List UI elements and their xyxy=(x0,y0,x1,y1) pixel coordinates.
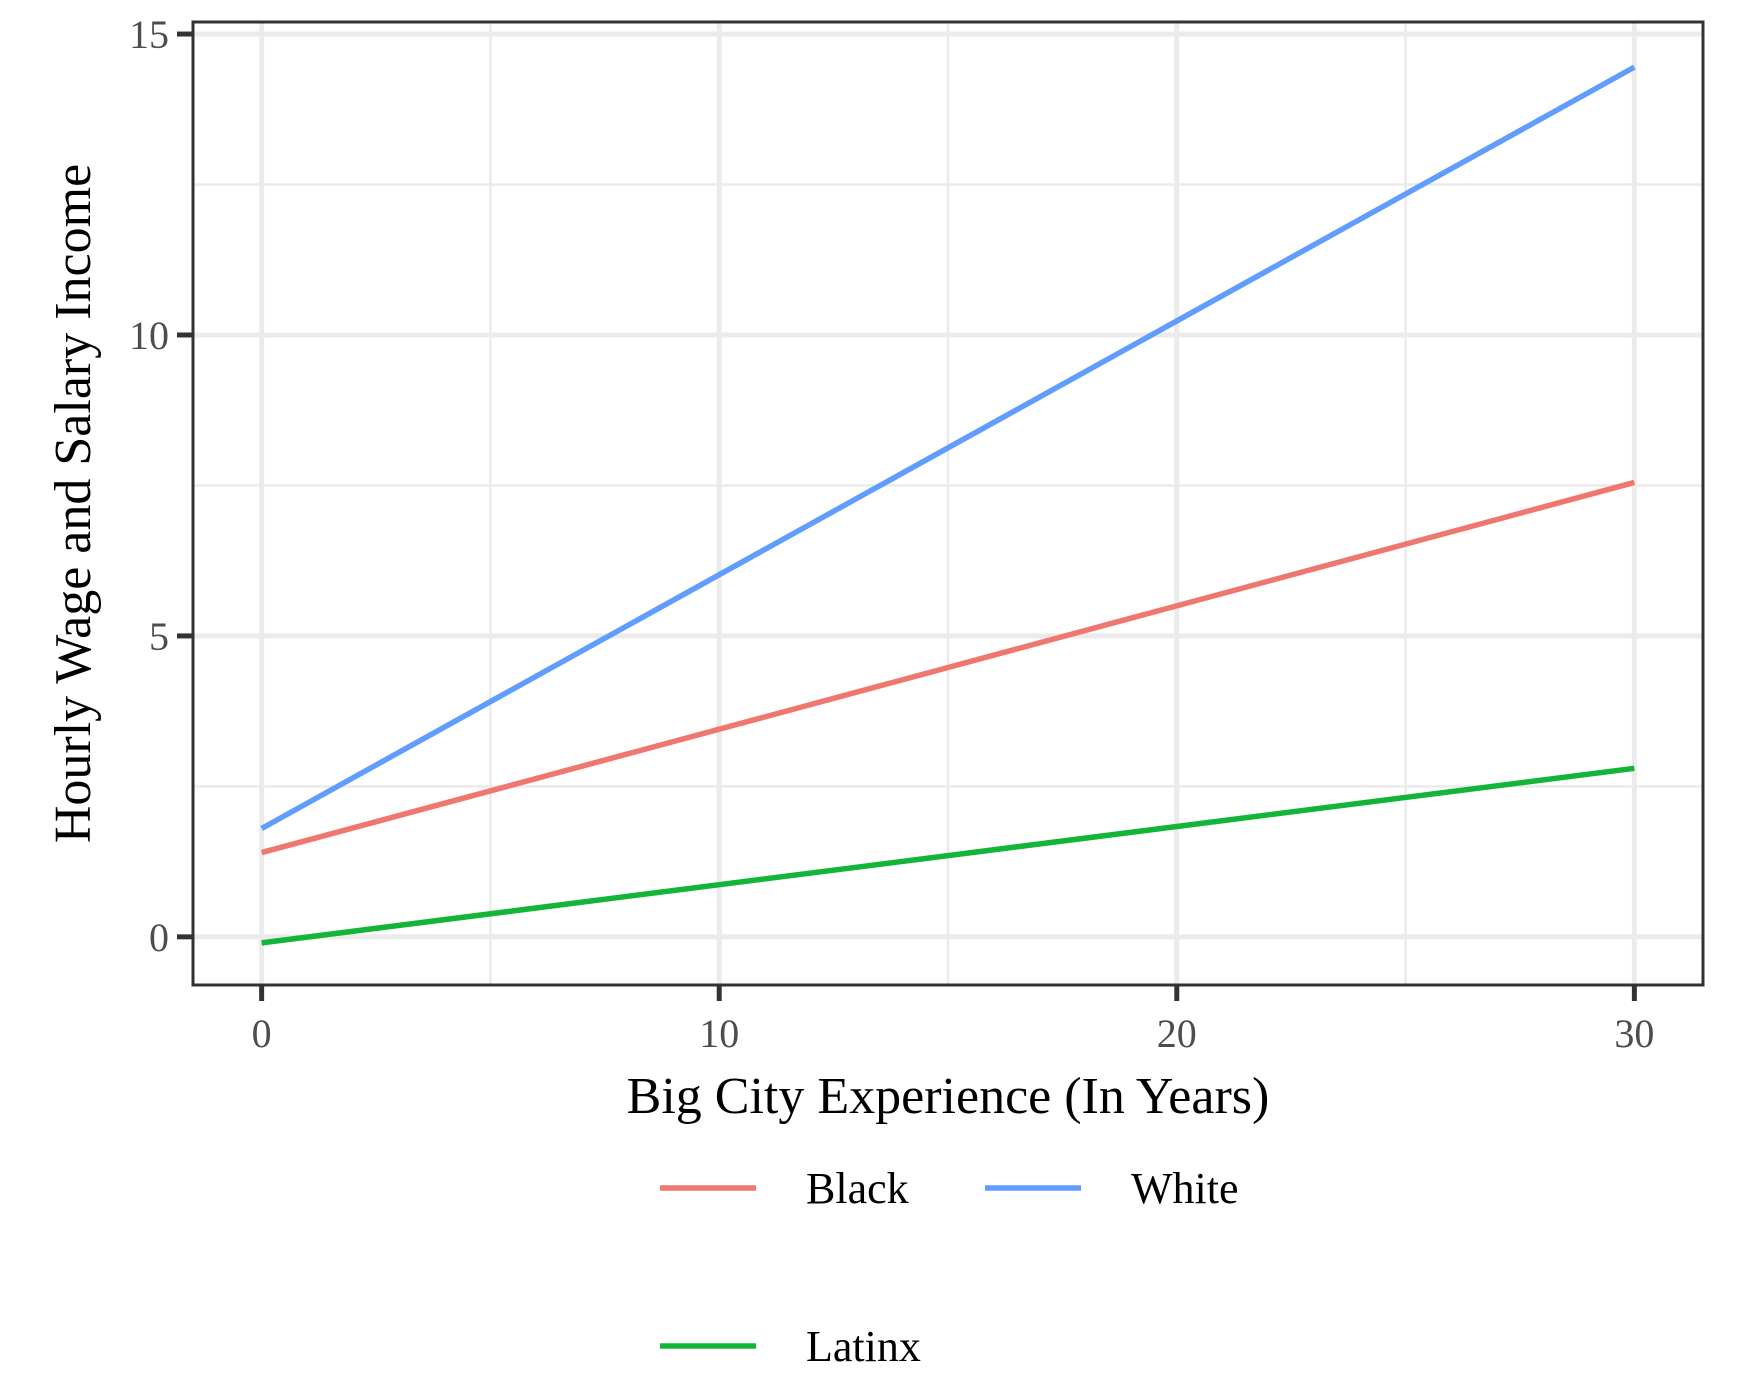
y-tick-label: 15 xyxy=(129,12,169,57)
y-tick-label: 0 xyxy=(149,915,169,960)
legend: Black White Latinx xyxy=(660,1164,1239,1371)
x-tick-label: 30 xyxy=(1614,1011,1654,1056)
series-line-white xyxy=(260,64,1636,831)
series-line-black xyxy=(260,479,1636,856)
series-line-latinx xyxy=(261,765,1635,946)
tick-labels: 0 10 20 30 0 5 10 15 xyxy=(129,12,1654,1056)
legend-label-white: White xyxy=(1131,1164,1239,1213)
x-tick-label: 0 xyxy=(252,1011,272,1056)
legend-label-black: Black xyxy=(806,1164,909,1213)
x-tick-label: 10 xyxy=(699,1011,739,1056)
grid-lines xyxy=(193,22,1703,985)
y-axis-title: Hourly Wage and Salary Income xyxy=(45,164,102,843)
y-tick-label: 10 xyxy=(129,313,169,358)
axis-ticks xyxy=(177,31,1637,1001)
y-tick-label: 5 xyxy=(149,614,169,659)
series-lines xyxy=(260,64,1636,946)
plot-border xyxy=(191,20,1705,987)
x-axis-title: Big City Experience (In Years) xyxy=(627,1068,1270,1125)
legend-label-latinx: Latinx xyxy=(806,1322,921,1371)
x-tick-label: 20 xyxy=(1157,1011,1197,1056)
